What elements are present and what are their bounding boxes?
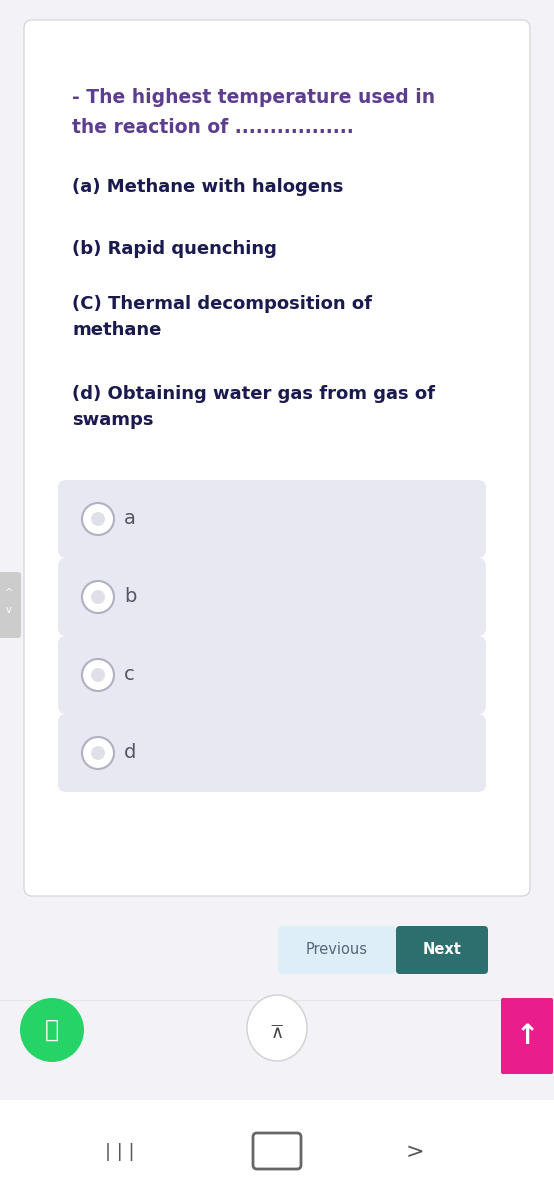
Circle shape [82,737,114,769]
Circle shape [20,998,84,1062]
Text: b: b [124,588,136,606]
FancyBboxPatch shape [58,558,486,636]
Circle shape [91,746,105,760]
FancyBboxPatch shape [58,480,486,558]
FancyBboxPatch shape [253,1133,301,1169]
Text: —: — [271,1020,283,1032]
Text: | | |: | | | [105,1142,135,1162]
Circle shape [91,668,105,682]
Text: the reaction of .................: the reaction of ................. [72,118,354,137]
Circle shape [82,503,114,535]
Text: Next: Next [423,942,461,958]
Text: >: > [406,1142,424,1162]
Circle shape [91,590,105,604]
Text: 💬: 💬 [45,1018,59,1042]
Circle shape [91,512,105,526]
Text: ∧: ∧ [270,1024,284,1042]
Text: c: c [124,666,135,684]
Text: (C) Thermal decomposition of
methane: (C) Thermal decomposition of methane [72,295,372,338]
Text: ^: ^ [5,588,13,598]
Bar [0,1100,554,1200]
FancyBboxPatch shape [58,636,486,714]
Text: - The highest temperature used in: - The highest temperature used in [72,88,435,107]
Circle shape [82,581,114,613]
FancyBboxPatch shape [396,926,488,974]
Text: (d) Obtaining water gas from gas of
swamps: (d) Obtaining water gas from gas of swam… [72,385,435,428]
FancyBboxPatch shape [501,998,553,1074]
FancyBboxPatch shape [0,572,21,638]
Text: (b) Rapid quenching: (b) Rapid quenching [72,240,277,258]
Text: (a) Methane with halogens: (a) Methane with halogens [72,178,343,196]
Text: d: d [124,744,136,762]
Text: a: a [124,510,136,528]
FancyBboxPatch shape [58,714,486,792]
FancyBboxPatch shape [278,926,396,974]
Circle shape [82,659,114,691]
Text: ↑: ↑ [515,1022,538,1050]
Text: v: v [6,605,12,614]
Text: Previous: Previous [306,942,368,958]
FancyBboxPatch shape [24,20,530,896]
Ellipse shape [247,995,307,1061]
